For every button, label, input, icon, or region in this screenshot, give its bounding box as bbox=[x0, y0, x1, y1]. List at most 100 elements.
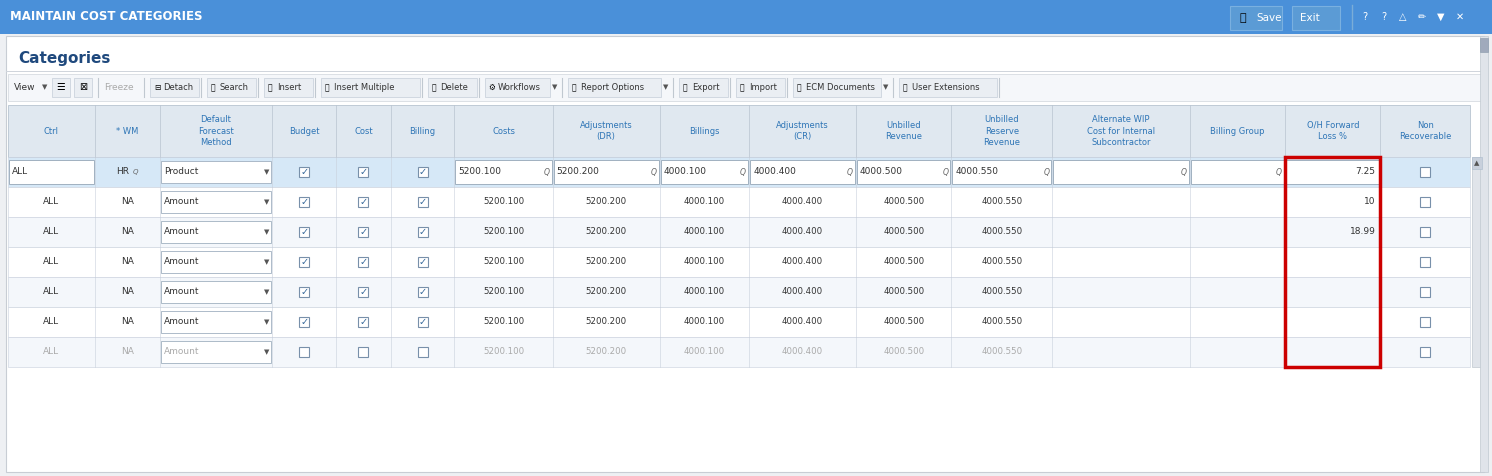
Text: ✓: ✓ bbox=[300, 167, 309, 177]
Bar bbox=[1053, 160, 1189, 184]
Text: 4000.550: 4000.550 bbox=[982, 228, 1022, 237]
Bar bbox=[1420, 257, 1431, 267]
Text: ✓: ✓ bbox=[360, 167, 367, 177]
Text: ▼: ▼ bbox=[264, 169, 269, 175]
Text: Workflows: Workflows bbox=[497, 83, 540, 92]
Text: NA: NA bbox=[121, 258, 134, 267]
Text: ✓: ✓ bbox=[300, 257, 309, 267]
Text: ✓: ✓ bbox=[419, 197, 427, 207]
Text: Amount: Amount bbox=[164, 228, 200, 237]
Text: ✓: ✓ bbox=[360, 317, 367, 327]
Bar bbox=[7, 247, 1470, 277]
Text: 4000.100: 4000.100 bbox=[683, 347, 725, 357]
Text: Unbilled
Reserve
Revenue: Unbilled Reserve Revenue bbox=[983, 115, 1021, 147]
Text: Costs: Costs bbox=[492, 127, 515, 136]
Bar bbox=[7, 74, 1482, 101]
Text: 5200.200: 5200.200 bbox=[585, 198, 627, 207]
Text: NA: NA bbox=[121, 347, 134, 357]
Text: ALL: ALL bbox=[43, 317, 60, 327]
Text: ALL: ALL bbox=[43, 228, 60, 237]
Text: ▼: ▼ bbox=[264, 289, 269, 295]
Bar bbox=[7, 105, 1470, 157]
Text: 4000.100: 4000.100 bbox=[683, 198, 725, 207]
Text: Report Options: Report Options bbox=[580, 83, 645, 92]
Bar bbox=[1420, 287, 1431, 297]
Text: Product: Product bbox=[164, 168, 198, 177]
Bar bbox=[1480, 38, 1488, 52]
Bar bbox=[358, 257, 369, 267]
Bar bbox=[7, 217, 1470, 247]
Text: 📄: 📄 bbox=[571, 83, 576, 92]
Bar bbox=[300, 317, 309, 327]
Text: Save: Save bbox=[1256, 13, 1282, 23]
Text: ✓: ✓ bbox=[300, 197, 309, 207]
Bar bbox=[7, 277, 1470, 307]
Bar bbox=[300, 257, 309, 267]
Bar bbox=[418, 257, 428, 267]
Text: ✓: ✓ bbox=[419, 317, 427, 327]
Text: 4000.550: 4000.550 bbox=[982, 347, 1022, 357]
Text: ✓: ✓ bbox=[300, 287, 309, 297]
Text: Amount: Amount bbox=[164, 288, 200, 297]
Bar bbox=[161, 251, 272, 273]
Text: 4000.500: 4000.500 bbox=[859, 168, 903, 177]
Text: MAINTAIN COST CATEGORIES: MAINTAIN COST CATEGORIES bbox=[10, 10, 203, 23]
Text: Q: Q bbox=[847, 168, 853, 177]
Text: NA: NA bbox=[121, 288, 134, 297]
Bar bbox=[358, 167, 369, 177]
Bar bbox=[7, 337, 1470, 367]
Text: 4000.400: 4000.400 bbox=[782, 288, 824, 297]
Text: ▼: ▼ bbox=[264, 199, 269, 205]
Text: 5200.200: 5200.200 bbox=[585, 258, 627, 267]
Bar bbox=[750, 160, 855, 184]
Text: 4000.400: 4000.400 bbox=[753, 168, 797, 177]
Text: 4000.500: 4000.500 bbox=[883, 317, 924, 327]
Text: ALL: ALL bbox=[43, 198, 60, 207]
Bar bbox=[1285, 157, 1380, 367]
Bar bbox=[554, 160, 658, 184]
Bar bbox=[75, 78, 93, 97]
Text: Ctrl: Ctrl bbox=[43, 127, 58, 136]
Bar bbox=[794, 78, 880, 97]
Text: Import: Import bbox=[749, 83, 777, 92]
Bar bbox=[7, 157, 1470, 187]
Text: ✓: ✓ bbox=[419, 287, 427, 297]
Text: 4000.100: 4000.100 bbox=[683, 288, 725, 297]
Text: 🗑: 🗑 bbox=[431, 83, 436, 92]
Text: ?: ? bbox=[1362, 12, 1368, 22]
Bar bbox=[52, 78, 70, 97]
Text: ALL: ALL bbox=[12, 168, 28, 177]
Text: Detach: Detach bbox=[163, 83, 192, 92]
Bar bbox=[418, 287, 428, 297]
Bar bbox=[300, 347, 309, 357]
Bar bbox=[418, 197, 428, 207]
Text: ALL: ALL bbox=[43, 347, 60, 357]
Text: Q: Q bbox=[651, 168, 656, 177]
Text: Q: Q bbox=[1276, 168, 1282, 177]
Text: ✏: ✏ bbox=[1417, 12, 1426, 22]
Text: Q: Q bbox=[543, 168, 549, 177]
Text: 5200.100: 5200.100 bbox=[483, 228, 524, 237]
Text: Alternate WIP
Cost for Internal
Subcontractor: Alternate WIP Cost for Internal Subcontr… bbox=[1088, 115, 1155, 147]
Text: 7.25: 7.25 bbox=[1355, 168, 1376, 177]
Text: 5200.100: 5200.100 bbox=[483, 347, 524, 357]
Text: 4000.100: 4000.100 bbox=[664, 168, 707, 177]
Text: 4000.400: 4000.400 bbox=[782, 258, 824, 267]
Bar bbox=[161, 311, 272, 333]
Bar bbox=[418, 317, 428, 327]
Bar bbox=[1480, 36, 1488, 472]
Text: ✓: ✓ bbox=[300, 317, 309, 327]
Text: ALL: ALL bbox=[43, 288, 60, 297]
Bar bbox=[358, 287, 369, 297]
Text: 4000.550: 4000.550 bbox=[982, 198, 1022, 207]
Bar bbox=[679, 78, 728, 97]
Text: HR: HR bbox=[116, 168, 128, 177]
Bar bbox=[952, 160, 1052, 184]
Text: 4000.500: 4000.500 bbox=[883, 288, 924, 297]
Text: Non
Recoverable: Non Recoverable bbox=[1399, 121, 1452, 141]
Text: ✓: ✓ bbox=[360, 257, 367, 267]
Bar bbox=[161, 191, 272, 213]
Bar bbox=[736, 78, 785, 97]
Text: 4000.550: 4000.550 bbox=[982, 258, 1022, 267]
Text: 18.99: 18.99 bbox=[1350, 228, 1376, 237]
